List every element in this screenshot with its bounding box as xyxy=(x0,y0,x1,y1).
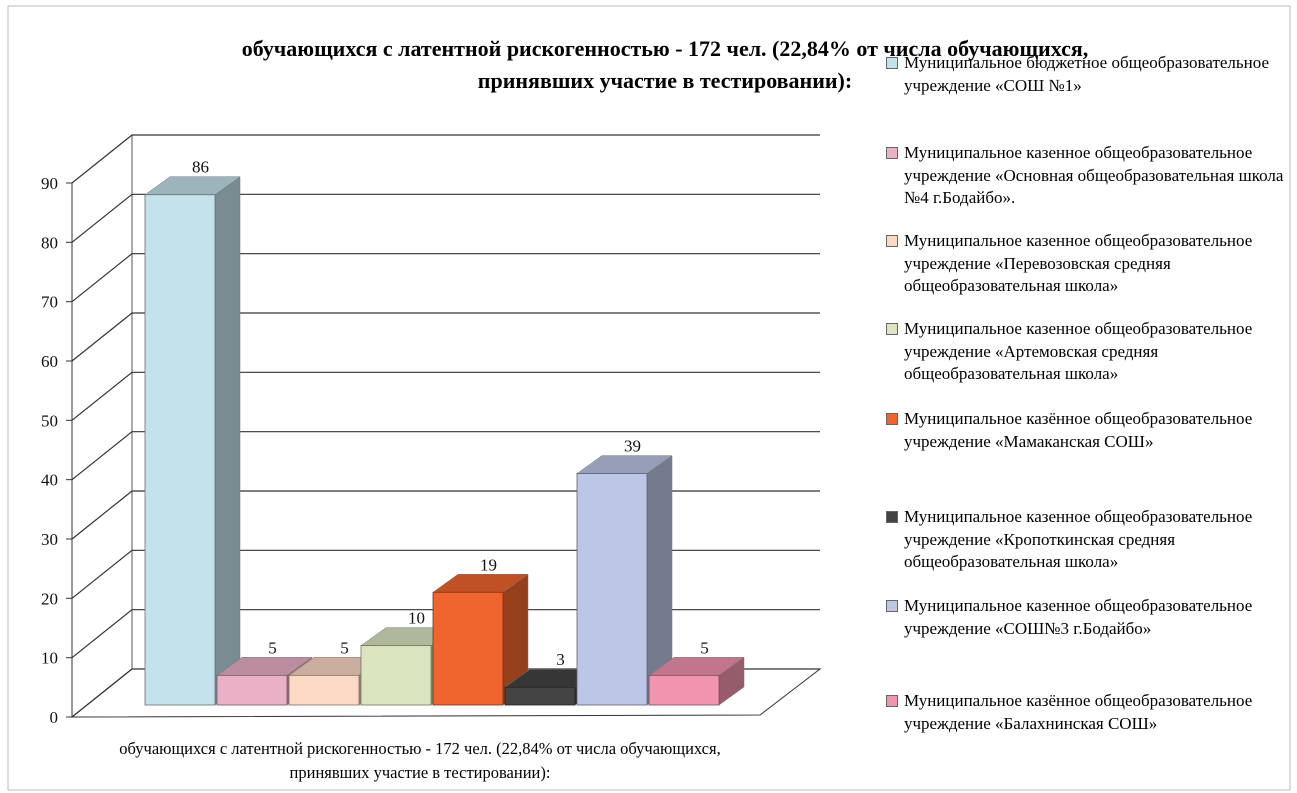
y-tick-label: 60 xyxy=(41,352,58,371)
bar-front xyxy=(144,194,216,706)
legend-label: Муниципальное казённое общеобразовательн… xyxy=(904,691,1253,733)
value-label: 5 xyxy=(700,638,709,657)
bar-front xyxy=(216,674,288,706)
y-tick-label: 0 xyxy=(50,708,59,727)
legend-marker xyxy=(886,695,898,707)
bar-front xyxy=(360,645,432,706)
y-tick-label: 40 xyxy=(41,471,58,490)
value-label: 86 xyxy=(192,158,209,177)
bar xyxy=(432,573,529,706)
legend-label: Муниципальное бюджетное общеобразователь… xyxy=(904,53,1270,95)
grid-line xyxy=(71,431,820,481)
legend-marker xyxy=(886,57,898,69)
legend-label: Муниципальное казённое общеобразовательн… xyxy=(904,409,1253,451)
value-label: 39 xyxy=(624,437,641,456)
legend-label: Муниципальное казенное общеобразовательн… xyxy=(904,231,1253,295)
value-label: 3 xyxy=(556,650,565,669)
bar-front xyxy=(504,686,576,706)
y-tick-label: 20 xyxy=(41,589,58,608)
frame xyxy=(7,5,1291,791)
legend-marker xyxy=(886,511,898,523)
legend-label: Муниципальное казенное общеобразовательн… xyxy=(904,596,1253,638)
grid-line xyxy=(71,371,820,421)
chart-title: принявших участие в тестировании): xyxy=(477,68,853,93)
grid-line xyxy=(71,312,820,362)
legend-item: Муниципальное казенное общеобразовательн… xyxy=(886,142,1286,210)
bar-front xyxy=(288,674,360,706)
y-tick-label: 50 xyxy=(41,411,58,430)
legend-marker xyxy=(886,413,898,425)
legend-item: Муниципальное казённое общеобразовательн… xyxy=(886,408,1286,453)
legend-label: Муниципальное казенное общеобразовательн… xyxy=(904,507,1253,571)
legend-item: Муниципальное бюджетное общеобразователь… xyxy=(886,52,1286,97)
legend-item: Муниципальное казенное общеобразовательн… xyxy=(886,230,1286,298)
grid-line xyxy=(71,253,820,303)
grid-line xyxy=(71,193,820,243)
grid-line xyxy=(71,134,820,184)
category-label: обучающихся с латентной рискогенностью -… xyxy=(119,739,721,782)
legend-marker xyxy=(886,235,898,247)
y-tick-label: 90 xyxy=(41,174,58,193)
y-tick-label: 80 xyxy=(41,233,58,252)
value-label: 5 xyxy=(268,638,277,657)
y-tick-label: 10 xyxy=(41,649,58,668)
bar-front xyxy=(648,674,720,706)
y-tick-label: 70 xyxy=(41,293,58,312)
legend-label: Муниципальное казенное общеобразовательн… xyxy=(904,319,1253,383)
legend-marker xyxy=(886,323,898,335)
value-label: 10 xyxy=(408,609,425,628)
chart-title: обучающихся с латентной рискогенностью -… xyxy=(241,36,1089,61)
legend-marker xyxy=(886,147,898,159)
bar xyxy=(576,455,673,706)
value-label: 19 xyxy=(480,555,497,574)
bar-front xyxy=(576,473,648,706)
legend-item: Муниципальное казенное общеобразовательн… xyxy=(886,318,1286,386)
legend-item: Муниципальное казённое общеобразовательн… xyxy=(886,690,1286,735)
value-label: 5 xyxy=(340,638,349,657)
bar-side xyxy=(214,176,241,706)
legend-item: Муниципальное казенное общеобразовательн… xyxy=(886,595,1286,640)
legend-label: Муниципальное казенное общеобразовательн… xyxy=(904,143,1284,207)
bar xyxy=(144,176,241,706)
y-tick-label: 30 xyxy=(41,530,58,549)
bar xyxy=(648,656,745,706)
legend-marker xyxy=(886,600,898,612)
bar-front xyxy=(432,591,504,706)
legend-item: Муниципальное казенное общеобразовательн… xyxy=(886,506,1286,574)
